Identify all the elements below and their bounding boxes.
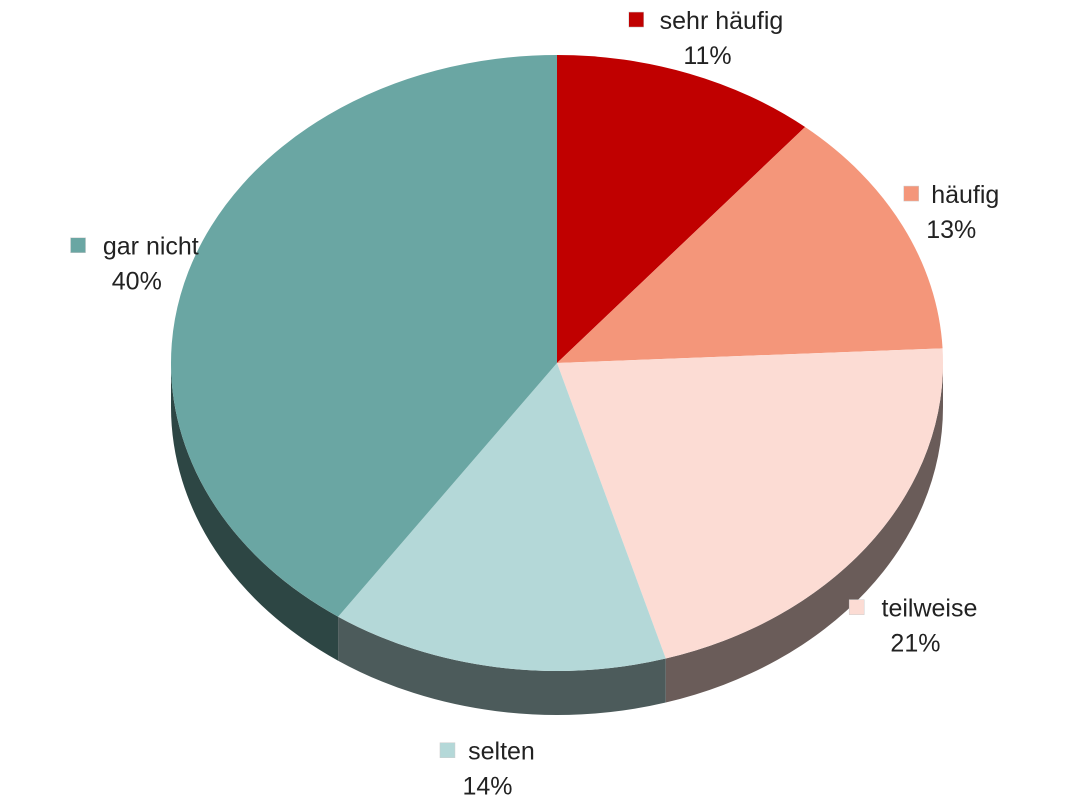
slice-label-value: 21%: [890, 630, 940, 658]
slice-side-gar-nicht: [170, 363, 339, 661]
slice-label-value: 11%: [683, 42, 731, 70]
slice-label-group-selten: selten 14%: [439, 738, 535, 801]
slice-label-group-sehr-haeufig: sehr häufig 11%: [628, 7, 784, 70]
slice-legend-marker: [439, 742, 456, 758]
pie-side-layer: [170, 363, 943, 715]
slice-label-name: gar nicht: [103, 233, 199, 261]
slice-label-name: häufig: [931, 181, 999, 209]
slice-side-selten: [338, 616, 666, 715]
slice-selten: [338, 363, 666, 671]
slice-label-name: teilweise: [882, 595, 978, 623]
slice-side-teilweise: [665, 363, 943, 703]
slice-gar-nicht: [171, 55, 557, 617]
pie-label-layer: sehr häufig 11% häufig 13% teilweise 21% selte…: [70, 7, 999, 801]
slice-label-group-teilweise: teilweise 21%: [848, 595, 978, 658]
slice-teilweise: [557, 348, 944, 659]
slice-label-value: 14%: [462, 773, 512, 801]
slice-legend-marker: [628, 11, 645, 28]
slice-legend-marker: [903, 185, 920, 202]
slice-legend-marker: [70, 237, 86, 253]
slice-legend-marker: [848, 599, 865, 615]
pie-top-layer: [171, 55, 944, 671]
slice-label-value: 13%: [926, 216, 976, 244]
slice-label-name: selten: [468, 738, 535, 766]
slice-haeufig: [557, 127, 943, 363]
slice-label-value: 40%: [112, 268, 162, 296]
slice-label-group-haeufig: häufig 13%: [903, 181, 999, 244]
slice-label-name: sehr häufig: [660, 7, 784, 35]
slice-label-group-gar-nicht: gar nicht 40%: [70, 233, 199, 296]
slice-sehr-haeufig: [557, 55, 806, 363]
